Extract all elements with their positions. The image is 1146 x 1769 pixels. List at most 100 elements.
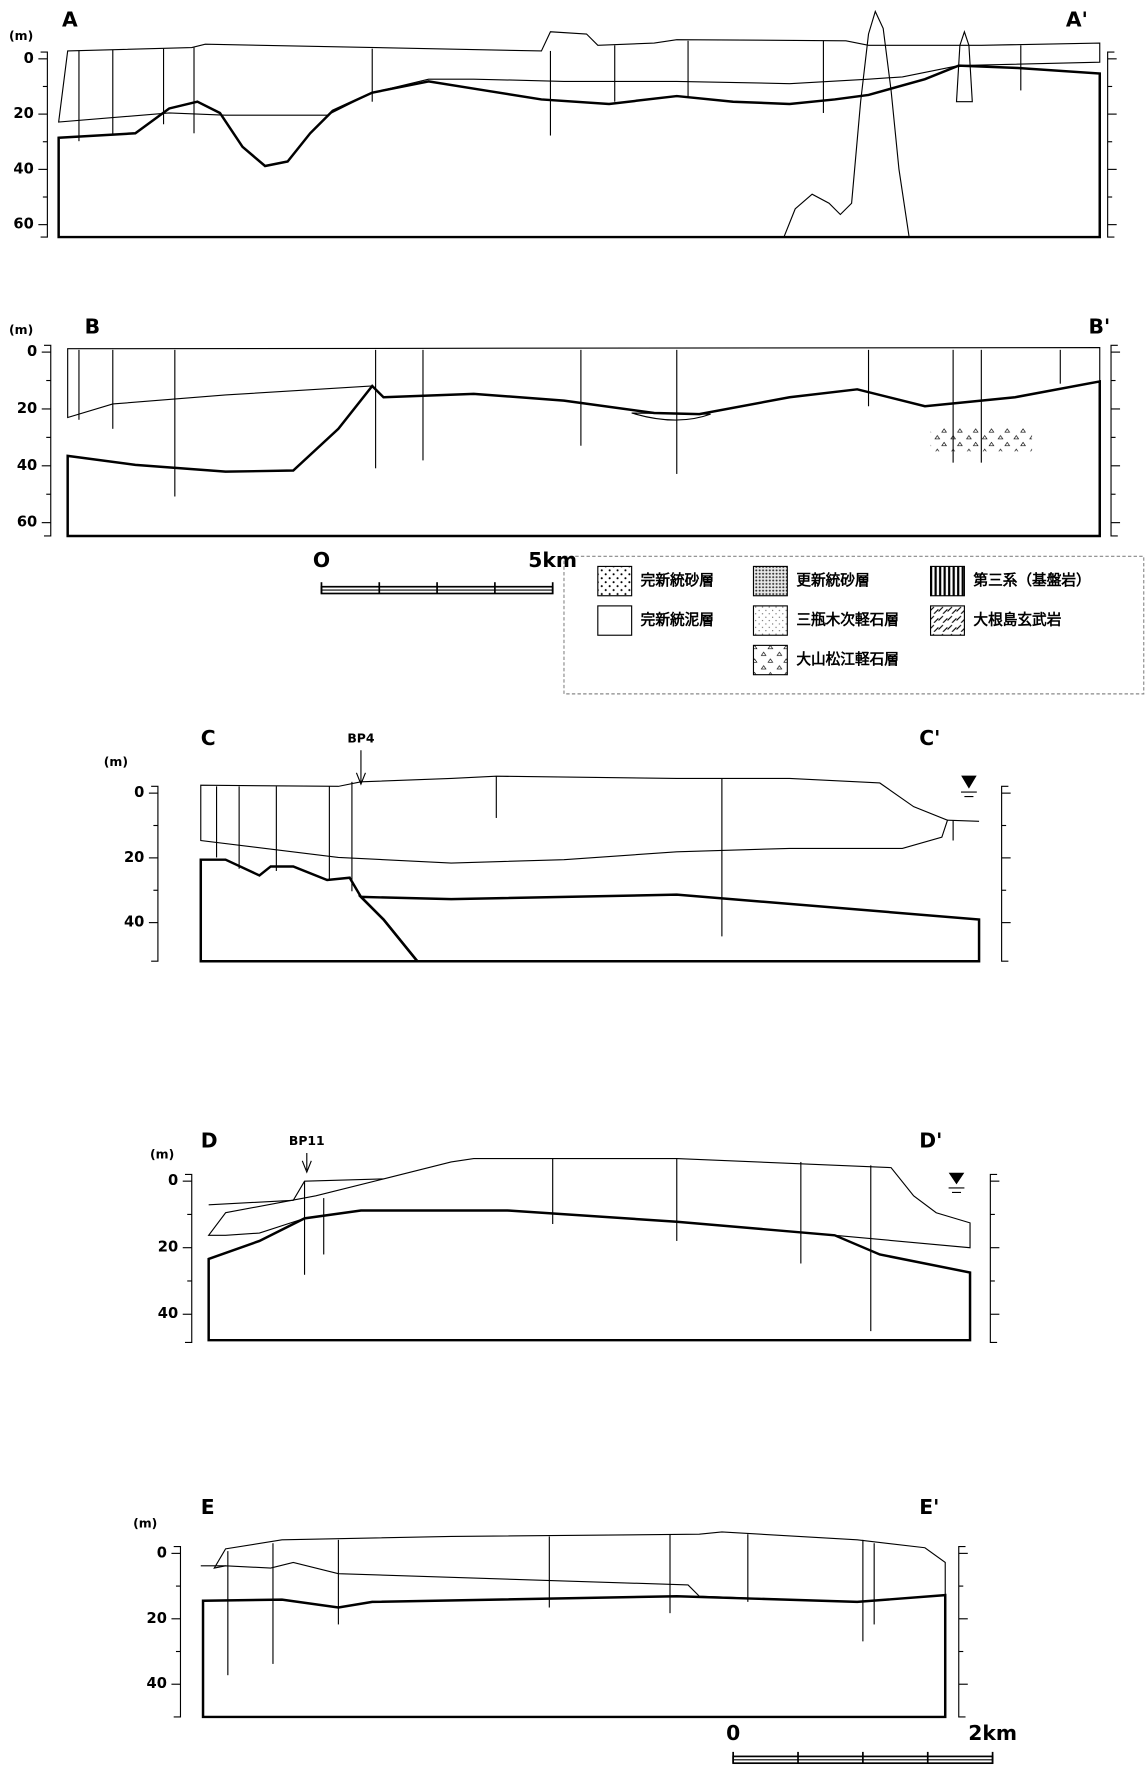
legend-swatch: [752, 644, 788, 676]
depth-tick-label: 40: [17, 457, 37, 474]
section-label: B: [85, 314, 100, 338]
section-a: [57, 9, 1101, 239]
tertiary-basement: [783, 9, 910, 238]
boreholes: [216, 776, 954, 937]
depth-tick-label: 20: [147, 1610, 167, 1627]
section-annotation: A A' (m) 0 20 40 60: [9, 7, 1117, 238]
holocene-sand: [207, 1158, 971, 1249]
section-e: [200, 1531, 947, 1719]
legend-swatch: [752, 565, 788, 597]
scale-end: 2km: [968, 1721, 1017, 1745]
axis-unit: (m): [104, 754, 128, 769]
scale-start: 0: [726, 1721, 740, 1745]
holocene-sand: [67, 347, 1101, 419]
section-label: B': [1088, 314, 1110, 338]
depth-tick-label: 0: [168, 1172, 178, 1189]
depth-axis: [1001, 785, 1009, 962]
section-label: C': [919, 726, 940, 750]
boreholes: [227, 1534, 875, 1676]
boreholes: [303, 1158, 872, 1332]
section-annotation: E E' (m)0 20 40: [133, 1495, 968, 1718]
legend-swatch: [752, 605, 788, 636]
depth-tick-label: 40: [158, 1305, 178, 1322]
legend-box: [563, 555, 1145, 695]
section-label: C: [201, 726, 216, 750]
shoreline: [947, 819, 980, 822]
depth-tick-label: 20: [13, 105, 33, 122]
pleistocene-sand: [201, 1593, 947, 1719]
holocene-sand: [58, 31, 1101, 123]
legend-label: 完新統泥層: [640, 611, 714, 629]
section-c: [199, 775, 981, 963]
depth-tick-label: 40: [147, 1675, 167, 1692]
basalt: [199, 858, 420, 963]
depth-axis: [1107, 51, 1115, 238]
pleistocene-sand: [207, 1209, 972, 1342]
borehole-label: BP4: [347, 730, 375, 745]
scale-bar: O 5km: [313, 548, 577, 595]
legend-label: 更新統砂層: [796, 571, 869, 589]
depth-tick-label: 0: [157, 1544, 167, 1561]
pleistocene-sand: [57, 64, 1101, 239]
depth-tick-label: 20: [17, 400, 37, 417]
scale-end: 5km: [528, 548, 577, 572]
legend-label: 大山松江軽石層: [796, 650, 899, 668]
axis-unit: (m): [9, 322, 33, 337]
scale-start: O: [313, 548, 330, 572]
axis-unit: (m): [133, 1516, 157, 1531]
depth-tick-label: 20: [158, 1239, 178, 1256]
depth-axis: [43, 344, 52, 537]
legend-swatch: [597, 565, 633, 597]
legend-label: 三瓶木次軽石層: [796, 611, 899, 629]
surface-line: [208, 1178, 384, 1206]
tertiary-basement: [955, 29, 973, 103]
section-label: D: [201, 1129, 218, 1153]
water-level: [948, 1172, 965, 1193]
section-label: E: [201, 1495, 215, 1519]
legend-swatch: [929, 605, 965, 636]
depth-tick-label: 40: [124, 914, 144, 931]
legend-label: 第三系（基盤岩）: [973, 571, 1090, 589]
depth-tick-label: 60: [13, 216, 33, 233]
section-label: A': [1066, 7, 1088, 31]
depth-tick-label: 0: [24, 50, 34, 67]
depth-tick-label: 60: [17, 514, 37, 531]
section-b: [66, 347, 1101, 538]
depth-axis: [989, 1173, 998, 1344]
section-label: A: [62, 7, 78, 31]
borehole-label: BP11: [289, 1133, 325, 1148]
borehole-arrow: [355, 750, 366, 786]
depth-axis: [1110, 344, 1118, 537]
legend-swatch: [929, 565, 965, 597]
boreholes: [78, 40, 1022, 142]
section-d: [207, 1158, 972, 1342]
section-annotation: D D' (m) 0 20 40 BP11: [150, 1129, 1000, 1344]
depth-axis: [184, 1173, 193, 1344]
depth-axis: [958, 1546, 966, 1718]
scale-bar: 0 2km: [726, 1721, 1017, 1765]
water-level: [961, 775, 977, 798]
section-annotation: B B' (m) 0 20 40 60: [9, 314, 1121, 537]
depth-axis: [173, 1546, 182, 1718]
borehole-arrow: [301, 1152, 312, 1174]
section-label: E': [919, 1495, 939, 1519]
legend-swatch: [597, 605, 633, 636]
depth-tick-label: 20: [124, 849, 144, 866]
holocene-mud: [631, 412, 711, 421]
depth-tick-label: 0: [27, 343, 37, 360]
holocene-sand: [213, 1531, 946, 1603]
section-annotation: C C' (m) 0 20 40 BP4: [104, 726, 1011, 962]
pleistocene-sand: [357, 893, 981, 963]
axis-unit: (m): [150, 1147, 174, 1162]
depth-tick-label: 0: [134, 784, 144, 801]
holocene-sand: [200, 775, 949, 864]
depth-axis: [40, 51, 48, 238]
legend-label: 大根島玄武岩: [973, 611, 1061, 629]
depth-axis: [151, 785, 159, 962]
boreholes: [78, 349, 1061, 497]
legend-label: 完新統砂層: [640, 571, 714, 589]
